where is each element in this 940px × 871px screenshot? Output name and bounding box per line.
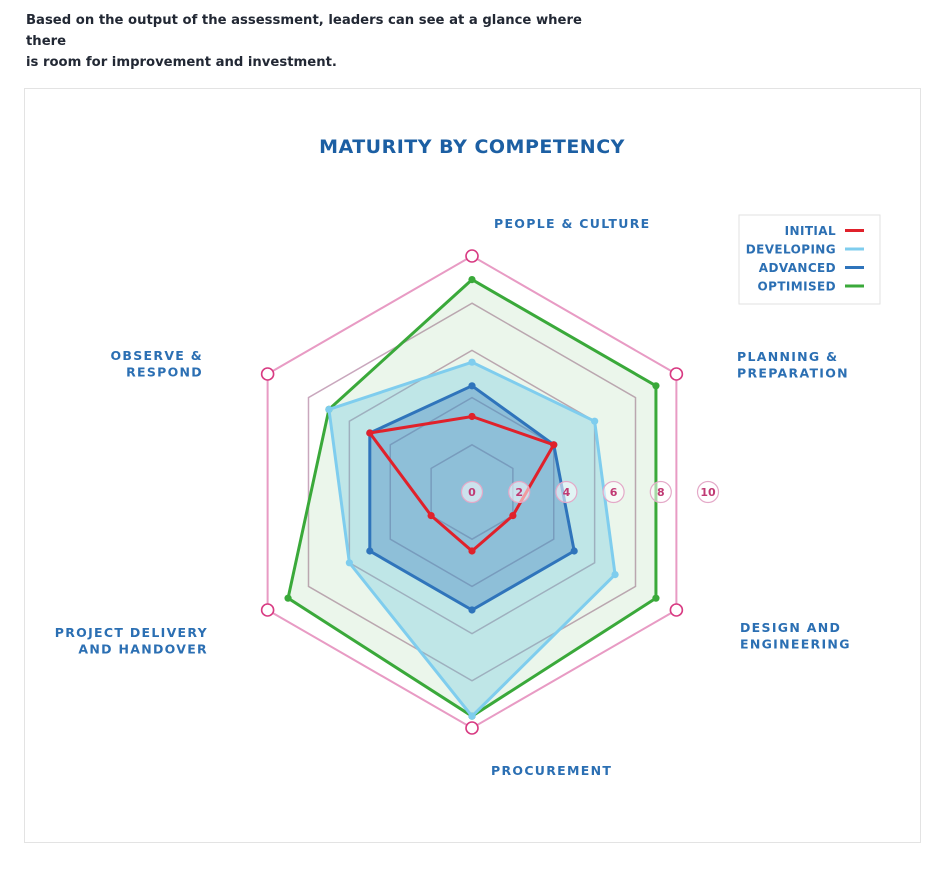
tick-badge: [602, 480, 625, 504]
axis-end-marker: [669, 367, 684, 381]
tick-label: 4: [563, 486, 571, 499]
grid-ring-2: [430, 443, 514, 541]
series-developing-point: [345, 559, 353, 567]
series-initial-point: [468, 547, 476, 555]
axis-label: PLANNING & PREPARATION: [737, 349, 849, 381]
series-initial-point: [509, 511, 517, 520]
series-initial-point: [468, 412, 476, 421]
legend: INITIAL DEVELOPING ADVANCED OPTIMISED: [738, 214, 881, 305]
series-developing-point: [591, 417, 599, 425]
axis-label: OBSERVE & RESPOND: [111, 348, 204, 380]
axis-labels: PEOPLE & CULTURE PLANNING & PREPARATION DES…: [55, 216, 851, 778]
series-initial-point: [366, 429, 374, 437]
tick-label: 2: [515, 486, 523, 499]
tick-labels: 0 2 4 6 8 10: [460, 480, 720, 504]
intro-line-1: Based on the output of the assessment, l…: [26, 13, 582, 49]
axis-end-marker: [669, 603, 684, 617]
tick-label: 6: [610, 486, 618, 499]
axis-markers: [260, 249, 684, 735]
grid-ring-8: [307, 302, 637, 682]
series-initial-point: [550, 441, 558, 449]
axis-label: PROCUREMENT: [491, 763, 612, 778]
intro-text: Based on the output of the assessment, l…: [26, 10, 626, 73]
tick-badge: [460, 480, 484, 504]
intro-line-2: is room for improvement and investment.: [26, 55, 337, 70]
legend-label: OPTIMISED: [758, 280, 836, 294]
axis-label: PROJECT DELIVERY AND HANDOVER: [55, 625, 208, 657]
tick-badge: [508, 480, 531, 504]
series-developing-point: [468, 712, 476, 720]
tick-badge: [696, 480, 720, 504]
axis-label: DESIGN AND ENGINEERING: [740, 620, 851, 652]
tick-badge: [555, 480, 578, 504]
chart-title: MATURITY BY COMPETENCY: [319, 136, 625, 158]
tick-label: 10: [700, 486, 716, 499]
legend-label: ADVANCED: [759, 261, 836, 275]
axis-label: PEOPLE & CULTURE: [494, 216, 650, 231]
series-advanced-point: [468, 606, 476, 614]
series-optimised-point: [652, 382, 660, 390]
series-initial-point: [427, 511, 435, 520]
series-optimised-point: [468, 276, 476, 284]
tick-label: 8: [657, 486, 665, 499]
series-optimised-point: [284, 594, 292, 602]
axis-end-marker: [260, 603, 275, 617]
series-developing-point: [611, 571, 619, 579]
legend-label: DEVELOPING: [746, 243, 836, 257]
series-developing-point: [325, 405, 333, 413]
series-optimised-point: [652, 594, 660, 602]
tick-label: 0: [468, 486, 476, 499]
axis-end-marker: [465, 249, 479, 263]
axis-end-marker: [260, 367, 275, 381]
legend-label: INITIAL: [785, 224, 836, 238]
tick-badge: [649, 480, 672, 504]
series-developing-point: [468, 358, 476, 366]
series-advanced-point: [570, 547, 578, 555]
series-advanced-point: [366, 547, 374, 555]
axis-end-marker: [465, 721, 479, 735]
series-advanced-point: [468, 382, 476, 390]
